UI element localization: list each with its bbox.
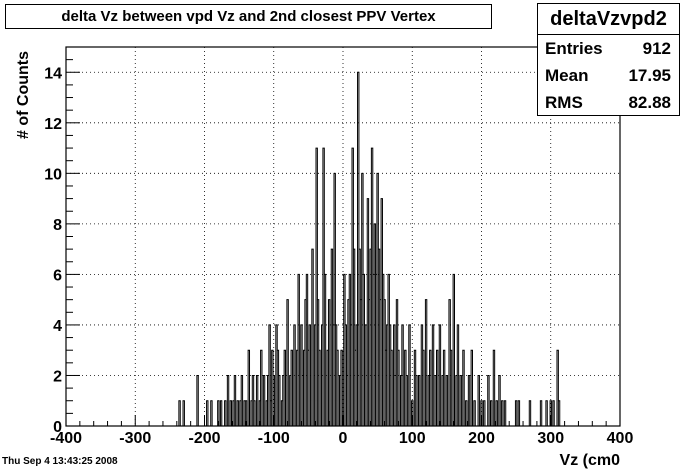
x-tick-label: 400 bbox=[607, 430, 634, 447]
y-axis-label: # of Counts bbox=[15, 51, 32, 139]
stats-value: 17.95 bbox=[628, 65, 671, 85]
x-tick-label: -200 bbox=[188, 430, 220, 447]
x-tick-label: -400 bbox=[50, 430, 82, 447]
stats-row-entries: Entries 912 bbox=[538, 35, 679, 62]
chart-title: delta Vz between vpd Vz and 2nd closest … bbox=[5, 4, 492, 29]
y-tick-label: 14 bbox=[44, 65, 62, 82]
stats-label: Mean bbox=[545, 65, 589, 85]
stats-label: RMS bbox=[545, 92, 583, 112]
x-tick-label: -100 bbox=[258, 430, 290, 447]
stats-row-mean: Mean 17.95 bbox=[538, 62, 679, 89]
stats-histogram-name: deltaVzvpd2 bbox=[538, 4, 679, 35]
y-tick-label: 8 bbox=[53, 217, 62, 234]
y-tick-label: 0 bbox=[53, 419, 62, 436]
stats-box: deltaVzvpd2 Entries 912 Mean 17.95 RMS 8… bbox=[537, 3, 680, 116]
x-tick-label: 300 bbox=[537, 430, 564, 447]
y-tick-label: 10 bbox=[44, 166, 62, 183]
y-tick-label: 4 bbox=[53, 318, 62, 335]
stats-label: Entries bbox=[545, 38, 603, 58]
stats-row-rms: RMS 82.88 bbox=[538, 89, 679, 116]
y-tick-label: 2 bbox=[53, 368, 62, 385]
x-tick-label: 200 bbox=[468, 430, 495, 447]
axis-ticks bbox=[65, 46, 621, 427]
stats-value: 912 bbox=[642, 38, 671, 58]
histogram-bars bbox=[178, 71, 561, 426]
x-tick-label: -300 bbox=[119, 430, 151, 447]
histogram-outline bbox=[178, 71, 561, 426]
grid bbox=[66, 47, 620, 426]
footer-timestamp: Thu Sep 4 13:43:25 2008 bbox=[2, 456, 118, 467]
y-tick-label: 12 bbox=[44, 116, 62, 133]
y-tick-labels: 0 2 4 6 8 10 12 14 bbox=[44, 65, 62, 436]
x-tick-label: 0 bbox=[339, 430, 348, 447]
x-axis-label: Vz (cm0 bbox=[560, 452, 621, 469]
x-tick-label: 100 bbox=[399, 430, 426, 447]
y-tick-label: 6 bbox=[53, 267, 62, 284]
x-tick-labels: -400 -300 -200 -100 0 100 200 300 400 bbox=[50, 430, 633, 447]
stats-value: 82.88 bbox=[628, 92, 671, 112]
